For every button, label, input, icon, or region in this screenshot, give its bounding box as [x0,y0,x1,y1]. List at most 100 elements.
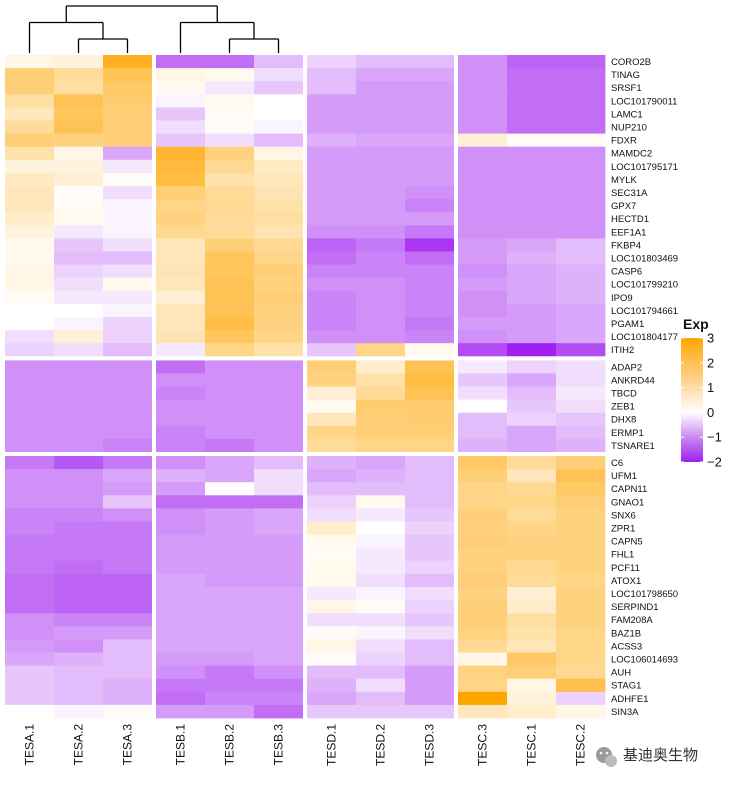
heatmap-cell [405,373,455,387]
heatmap-cell [254,508,304,522]
heatmap-cell [507,238,557,252]
heatmap-cell [507,547,557,562]
heatmap-cell [556,290,606,305]
heatmap-cell [458,587,508,601]
heatmap-cell [205,399,255,414]
heatmap-cell [405,264,455,279]
heatmap-cell [103,508,153,522]
heatmap-cell [507,120,557,134]
heatmap-cell [5,55,55,69]
heatmap-cell [103,704,153,719]
heatmap-cell [205,665,255,680]
heatmap-cell [556,317,606,331]
heatmap-cell [507,508,557,522]
heatmap-cell [205,547,255,562]
gene-label: PGAM1 [611,319,644,330]
gene-label: CAPN5 [611,537,643,548]
heatmap-cell [254,238,304,252]
heatmap-cell [156,587,206,601]
heatmap-cell [307,456,357,470]
heatmap-cell [54,277,104,292]
gene-label: SERPIND1 [611,602,659,613]
gene-label: GNAO1 [611,497,644,508]
heatmap-cell [205,652,255,666]
heatmap-cell [458,600,508,614]
heatmap-cell [405,678,455,693]
heatmap-cell [458,120,508,134]
heatmap-cell [356,425,406,440]
heatmap-cell [54,412,104,427]
heatmap-cell [507,303,557,318]
heatmap-split-gaps [4,54,606,719]
heatmap-cell [458,199,508,213]
gene-label: TINAG [611,70,640,81]
heatmap-cell [254,146,304,161]
heatmap-cell [356,600,406,614]
heatmap-cell [205,120,255,134]
heatmap-cell [205,495,255,509]
heatmap-cell [156,55,206,69]
heatmap-cell [307,704,357,719]
heatmap-cell [556,373,606,387]
heatmap-cell [507,290,557,305]
heatmap-cell [507,495,557,509]
heatmap-cell [356,238,406,252]
heatmap-cell [356,251,406,265]
heatmap-cell [156,330,206,344]
heatmap-cell [103,120,153,134]
heatmap-cell [307,360,357,374]
heatmap-cell [103,547,153,562]
heatmap-cell [103,172,153,187]
heatmap-cell [356,330,406,344]
heatmap-cell [103,469,153,483]
heatmap-cell [156,691,206,706]
heatmap-cell [507,482,557,496]
heatmap-cell [205,199,255,213]
heatmap-cell [5,438,55,453]
heatmap-cell [103,68,153,82]
heatmap-cell [507,199,557,213]
heatmap-cell [556,186,606,200]
heatmap-cell [103,626,153,640]
heatmap-cell [507,264,557,279]
heatmap-cell [458,238,508,252]
gene-label: STAG1 [611,681,641,692]
heatmap-cell [54,360,104,374]
heatmap-cell [5,199,55,213]
heatmap-cell [54,678,104,693]
heatmap-cell [556,626,606,640]
heatmap-cell [307,159,357,174]
heatmap-cell [405,251,455,265]
heatmap-cell [458,425,508,440]
sample-label: TESD.3 [423,724,437,766]
heatmap-cell [307,495,357,509]
heatmap-cell [54,264,104,279]
heatmap-cell [356,626,406,640]
heatmap-cell [458,343,508,357]
heatmap-cell [254,573,304,588]
heatmap-cell [103,678,153,693]
heatmap-cell [254,120,304,134]
heatmap-cell [254,343,304,357]
heatmap-cell [254,317,304,331]
heatmap-cell [5,412,55,427]
heatmap-cell [556,172,606,187]
heatmap-cell [405,665,455,680]
heatmap-cell [307,600,357,614]
heatmap-cell [156,159,206,174]
heatmap-cell [307,399,357,414]
heatmap-cell [5,373,55,387]
heatmap-cell [156,303,206,318]
heatmap-cell [205,264,255,279]
heatmap-cell [103,456,153,470]
heatmap-cell [5,360,55,374]
gene-label: ADHFE1 [611,694,648,705]
heatmap-cell [5,94,55,108]
heatmap-cell [405,626,455,640]
heatmap-cell [156,373,206,387]
heatmap-cell [307,386,357,400]
heatmap-cell [156,360,206,374]
heatmap-cell [103,290,153,305]
heatmap-cell [156,68,206,82]
heatmap-cell [507,343,557,357]
